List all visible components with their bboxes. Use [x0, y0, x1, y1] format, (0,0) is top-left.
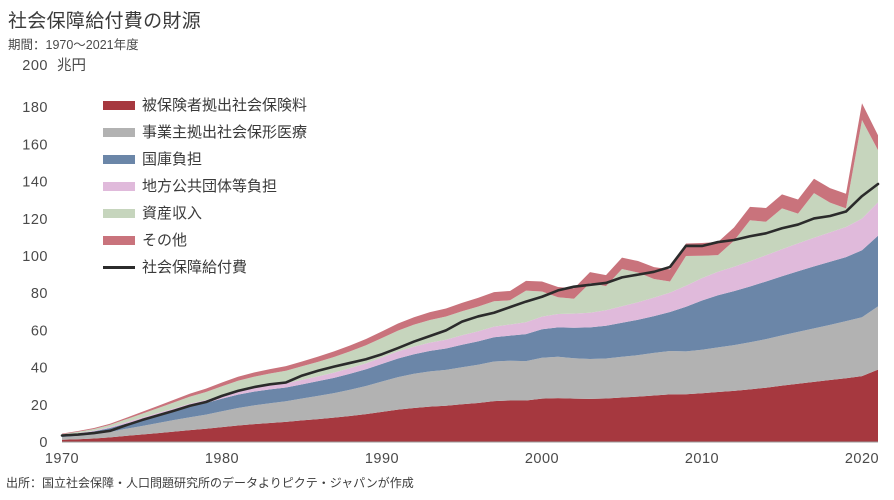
legend-item[interactable]: 資産収入 [103, 200, 307, 227]
legend-swatch-icon [103, 209, 135, 218]
legend-swatch-icon [103, 128, 135, 137]
line-series-benefit_line [60, 182, 880, 437]
legend-swatch-icon [103, 182, 135, 191]
y-axis-tick-label: 180 [22, 100, 48, 116]
legend-line-icon [103, 266, 135, 269]
legend-item[interactable]: 事業主拠出社会保形医療 [103, 119, 307, 146]
chart-title: 社会保障給付費の財源 [8, 11, 202, 32]
y-axis-tick-label: 40 [31, 361, 48, 377]
y-axis-tick-label: 0 [39, 435, 48, 451]
chart-subtitle: 期間：1970〜2021年度 [8, 38, 139, 52]
x-axis-tick-label: 1990 [365, 451, 399, 467]
legend-swatch-icon [103, 101, 135, 110]
legend-item-label: 社会保障給付費 [142, 259, 248, 276]
chart-legend: 被保険者拠出社会保険料 事業主拠出社会保形医療 国庫負担地方公共団体等負担 資産収入そ… [103, 92, 307, 281]
y-axis-tick-label: 60 [31, 323, 48, 339]
y-axis-tick-label: 160 [22, 137, 48, 153]
x-axis-tick-label: 1970 [45, 451, 79, 467]
legend-item[interactable]: その他 [103, 227, 307, 254]
legend-item-label: 地方公共団体等負担 [142, 178, 278, 195]
y-axis-tick-label: 140 [22, 175, 48, 191]
legend-item-label: 国庫負担 [142, 151, 203, 168]
axis-unit-label: 兆円 [57, 58, 86, 74]
x-axis-tick-label: 2010 [685, 451, 719, 467]
legend-item[interactable]: 地方公共団体等負担 [103, 173, 307, 200]
legend-swatch-icon [103, 155, 135, 164]
legend-item[interactable]: 被保険者拠出社会保険料 [103, 92, 307, 119]
x-axis-tick-label: 2000 [525, 451, 559, 467]
legend-swatch-icon [103, 236, 135, 245]
area-series-national_treasury [62, 235, 878, 438]
legend-item-label: 資産収入 [142, 205, 203, 222]
axis-unit-row: 200 兆円 [8, 54, 86, 75]
axis-top-tick-label: 200 [22, 58, 48, 74]
legend-item-label: その他 [142, 232, 188, 249]
y-axis-tick-label: 20 [31, 398, 48, 414]
y-axis-tick-label: 120 [22, 212, 48, 228]
x-axis-tick-label: 1980 [205, 451, 239, 467]
source-note: 出所：国立社会保障・人口問題研究所のデータよりピクテ・ジャパンが作成 [6, 476, 414, 490]
legend-item[interactable]: 社会保障給付費 [103, 254, 307, 281]
y-axis-tick-label: 80 [31, 286, 48, 302]
y-axis-tick-label: 100 [22, 249, 48, 265]
area-series-insured_premium [62, 369, 878, 442]
area-series-employer_premium [62, 306, 878, 440]
legend-item[interactable]: 国庫負担 [103, 146, 307, 173]
legend-item-label: 事業主拠出社会保形医療 [142, 124, 308, 141]
x-axis-tick-label: 2020 [845, 451, 879, 467]
legend-item-label: 被保険者拠出社会保険料 [142, 97, 308, 114]
